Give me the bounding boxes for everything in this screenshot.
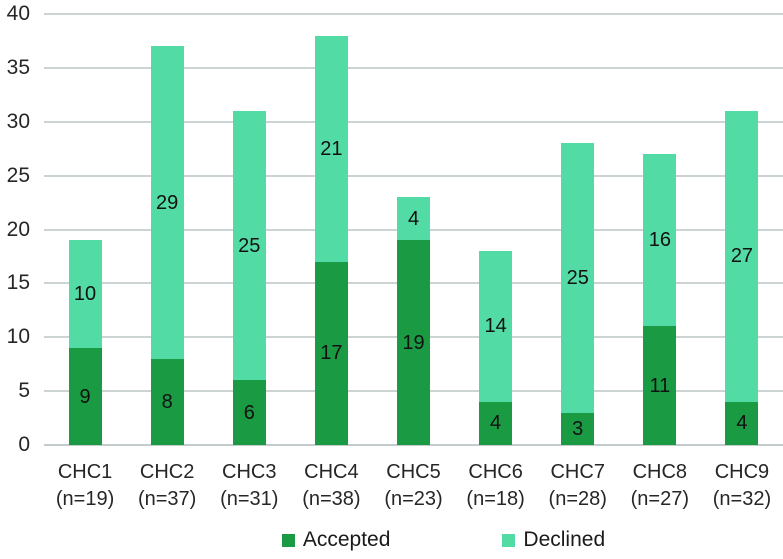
- category-label: CHC8: [632, 461, 688, 483]
- category-sublabel: (n=32): [712, 488, 772, 510]
- category-sublabel: (n=19): [55, 488, 115, 510]
- gridline: [44, 66, 783, 69]
- x-axis-label-chc4: CHC4 (n=38): [286, 459, 376, 513]
- segment-value-label: 14: [484, 315, 507, 338]
- segment-value-label: 3: [572, 417, 584, 440]
- bar-segment-declined-chc4: [314, 35, 348, 262]
- x-axis-label-chc3: CHC3 (n=31): [204, 459, 294, 513]
- segment-value-label: 9: [79, 385, 91, 408]
- bar-segment-declined-chc3: [232, 110, 266, 381]
- gridline: [44, 174, 783, 177]
- x-axis-label-chc2: CHC2 (n=37): [122, 459, 212, 513]
- x-axis-label-chc9: CHC9 (n=32): [697, 459, 783, 513]
- y-tick-label: 30: [6, 109, 30, 133]
- bar-segment-declined-chc6: [479, 251, 513, 402]
- y-tick-label: 15: [6, 271, 30, 295]
- legend-label-declined: Declined: [523, 528, 606, 551]
- x-axis-label-chc1: CHC1 (n=19): [40, 459, 130, 513]
- bar-segment-accepted-chc7: [561, 412, 595, 445]
- category-label: CHC4: [304, 461, 359, 483]
- segment-value-label: 25: [238, 234, 261, 257]
- bar-segment-accepted-chc8: [643, 326, 677, 445]
- bar-segment-declined-chc5: [397, 197, 430, 241]
- category-sublabel: (n=38): [302, 488, 361, 510]
- category-sublabel: (n=27): [630, 488, 690, 510]
- bar-segment-declined-chc9: [725, 110, 759, 402]
- segment-value-label: 6: [243, 401, 255, 424]
- category-sublabel: (n=28): [548, 488, 607, 510]
- category-sublabel: (n=37): [137, 488, 197, 510]
- bar-segment-accepted-chc3: [232, 380, 266, 445]
- bar-segment-declined-chc1: [68, 240, 102, 349]
- gridline: [44, 13, 783, 15]
- gridline: [44, 444, 783, 446]
- segment-value-label: 19: [402, 331, 425, 354]
- legend-item-accepted: Accepted: [281, 528, 391, 552]
- y-tick-label: 40: [6, 2, 30, 25]
- category-label: CHC9: [714, 461, 770, 483]
- category-label: CHC5: [386, 461, 441, 483]
- x-axis-label-chc7: CHC7 (n=28): [533, 459, 623, 513]
- category-sublabel: (n=18): [466, 488, 525, 510]
- bar-segment-accepted-chc5: [397, 240, 430, 445]
- segment-value-label: 17: [320, 342, 343, 365]
- category-label: CHC1: [57, 461, 113, 483]
- gridline: [44, 120, 783, 123]
- segment-value-label: 4: [736, 412, 748, 435]
- y-tick-label: 0: [18, 433, 30, 456]
- segment-value-label: 8: [161, 390, 173, 413]
- segment-value-label: 16: [648, 229, 671, 252]
- segment-value-label: 4: [490, 412, 502, 435]
- segment-value-label: 11: [649, 374, 671, 397]
- legend-item-declined: Declined: [502, 528, 605, 552]
- x-axis-label-chc6: CHC6 (n=18): [451, 459, 541, 513]
- x-axis-label-chc8: CHC8 (n=27): [615, 459, 705, 513]
- legend-swatch-declined-icon: [502, 533, 516, 547]
- legend-label-accepted: Accepted: [302, 528, 391, 551]
- bar-segment-accepted-chc6: [479, 401, 513, 445]
- y-tick-label: 20: [6, 217, 30, 241]
- legend: Accepted Declined: [104, 526, 783, 554]
- category-label: CHC6: [468, 461, 523, 483]
- bar-segment-accepted-chc1: [68, 348, 102, 445]
- segment-value-label: 25: [566, 266, 589, 289]
- category-label: CHC7: [550, 461, 605, 483]
- y-tick-label: 10: [6, 325, 30, 349]
- category-sublabel: (n=31): [220, 488, 279, 510]
- category-sublabel: (n=23): [384, 488, 443, 510]
- segment-value-label: 27: [730, 245, 754, 268]
- bar-segment-accepted-chc2: [150, 358, 184, 445]
- segment-value-label: 21: [320, 137, 343, 160]
- x-axis-label-chc5: CHC5 (n=23): [369, 459, 459, 513]
- y-tick-label: 5: [18, 379, 30, 403]
- segment-value-label: 10: [73, 283, 97, 306]
- y-tick-label: 25: [6, 163, 30, 187]
- bar-segment-declined-chc8: [643, 154, 677, 327]
- bar-segment-declined-chc7: [561, 143, 595, 413]
- category-label: CHC2: [139, 461, 195, 483]
- bar-segment-accepted-chc4: [314, 261, 348, 445]
- y-tick-label: 35: [6, 55, 30, 79]
- segment-value-label: 29: [156, 191, 179, 214]
- legend-swatch-accepted-icon: [281, 533, 295, 547]
- category-label: CHC3: [222, 461, 277, 483]
- bar-segment-declined-chc2: [150, 46, 184, 359]
- segment-value-label: 4: [407, 207, 420, 230]
- bar-segment-accepted-chc9: [725, 401, 759, 445]
